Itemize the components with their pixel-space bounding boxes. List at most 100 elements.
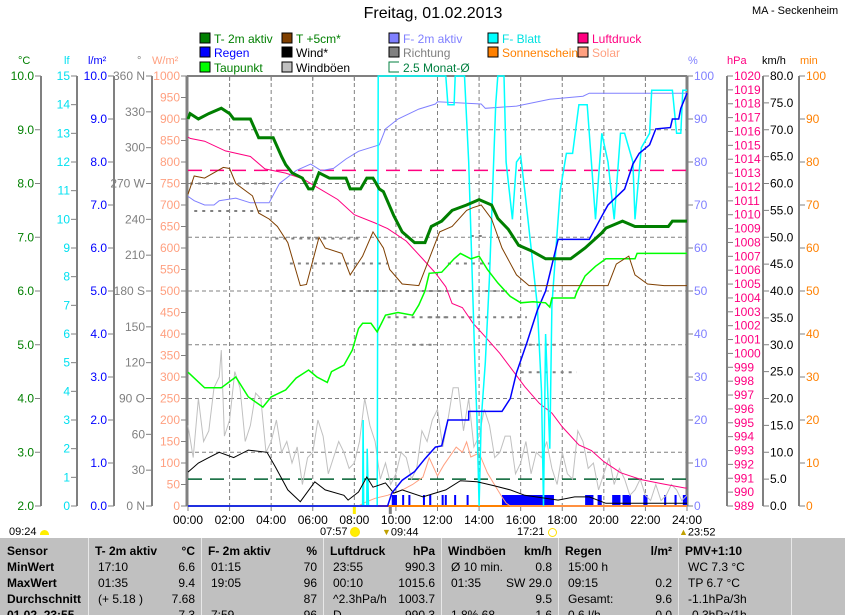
table-header: F- 2m aktiv bbox=[208, 544, 271, 558]
table-cell-value: 96 bbox=[303, 576, 317, 590]
sunrise-marker: 07:57 bbox=[320, 527, 359, 538]
legend-item-label: T +5cm* bbox=[296, 32, 341, 46]
y-tick-label: 2.0 bbox=[17, 499, 34, 513]
y-tick-label: 995 bbox=[734, 416, 754, 430]
legend-swatch bbox=[487, 32, 499, 44]
y-tick-label: 0 bbox=[694, 499, 701, 513]
y-tick-label: 600 bbox=[160, 241, 180, 255]
y-tick-label: 12 bbox=[57, 155, 71, 169]
legend-item-label: F- Blatt bbox=[502, 32, 541, 46]
y-tick-label: 4.0 bbox=[17, 392, 34, 406]
table-cell-value: 96 bbox=[303, 608, 317, 615]
y-tick-label: 700 bbox=[160, 198, 180, 212]
y-tick-label: 1004 bbox=[734, 291, 761, 305]
table-cell-detail: 17:10 bbox=[98, 560, 129, 574]
table-header-unit: km/h bbox=[523, 544, 552, 558]
series-f-blatt bbox=[188, 75, 687, 507]
y-tick-label: 11 bbox=[58, 184, 71, 198]
y-tick-label: 60 bbox=[694, 241, 708, 255]
y-tick-label: 55.0 bbox=[770, 203, 794, 217]
y-tick-label: 80 bbox=[806, 155, 820, 169]
y-tick-label: 10.0 bbox=[84, 69, 108, 83]
series-luftdruck bbox=[187, 136, 687, 489]
y-tick-label: 35.0 bbox=[770, 311, 794, 325]
y-tick-label: 150 bbox=[125, 320, 145, 334]
y-tick-label: 270 W bbox=[110, 177, 145, 191]
x-tick-label: 00:00 bbox=[173, 513, 203, 527]
rain-intensity-bar bbox=[441, 495, 444, 506]
x-tick-label: 08:00 bbox=[339, 513, 369, 527]
table-cell-value: 0.2 bbox=[655, 576, 672, 590]
legend-item-label: Sonnenschein bbox=[502, 46, 578, 60]
y-tick-label: 240 bbox=[125, 212, 145, 226]
page-title: Freitag, 01.02.2013 bbox=[363, 5, 503, 22]
y-tick-label: 7.0 bbox=[17, 230, 34, 244]
y-tick-label: 100 bbox=[160, 456, 180, 470]
y-tick-label: 250 bbox=[160, 392, 180, 406]
table-cell-detail: D... bbox=[333, 608, 352, 615]
x-tick-label: 06:00 bbox=[298, 513, 328, 527]
y-tick-label: 800 bbox=[160, 155, 180, 169]
y-tick-label: 750 bbox=[160, 177, 180, 191]
table-cell-value: 1015.6 bbox=[398, 576, 435, 590]
y-tick-label: 1001 bbox=[734, 333, 761, 347]
rain-intensity-bar bbox=[466, 495, 469, 506]
table-cell-detail: Gesamt: bbox=[568, 592, 614, 606]
y-tick-label: 9 bbox=[63, 241, 70, 255]
sunset-icon bbox=[547, 527, 557, 537]
y-tick-label: 40 bbox=[806, 327, 820, 341]
y-tick-label: 993 bbox=[734, 444, 754, 458]
table-cell-detail: WC 7.3 °C bbox=[688, 560, 745, 574]
table-cell-detail: TP 6.7 °C bbox=[688, 576, 740, 590]
x-tick-label: 12:00 bbox=[422, 513, 452, 527]
table-cell-detail: 0.6 l/h bbox=[568, 608, 601, 615]
table-header-unit: % bbox=[306, 544, 317, 558]
table-cell-detail: 7:59 ... bbox=[211, 608, 248, 615]
table-header: Sensor bbox=[7, 544, 48, 558]
y-tick-label: 2.0 bbox=[90, 413, 107, 427]
y-axis-unit-dir: ° bbox=[137, 55, 141, 67]
legend-swatch bbox=[388, 32, 400, 44]
y-tick-label: 70.0 bbox=[770, 123, 794, 137]
sunrise-time: 07:57 bbox=[320, 526, 348, 538]
y-tick-label: 300 bbox=[160, 370, 180, 384]
table-header-unit: °C bbox=[181, 544, 195, 558]
y-tick-label: 20 bbox=[806, 413, 820, 427]
y-tick-label: 997 bbox=[734, 388, 754, 402]
rain-intensity-bar bbox=[429, 495, 432, 506]
legend-item-label: Taupunkt bbox=[214, 61, 263, 75]
rain-intensity-bar bbox=[674, 495, 677, 506]
table-cell-detail: 1.8% 68 bbox=[451, 608, 496, 615]
y-axis-unit-leaf: lf bbox=[64, 55, 70, 67]
y-axis-unit-wind: km/h bbox=[762, 55, 786, 67]
table-column-divider bbox=[323, 538, 324, 615]
y-tick-label: 45.0 bbox=[770, 257, 794, 271]
legend-item-label: T- 2m aktiv bbox=[214, 32, 273, 46]
legend-swatch bbox=[199, 61, 211, 73]
y-tick-label: 0.0 bbox=[90, 499, 107, 513]
legend-item-label: Windböen bbox=[296, 61, 350, 75]
legend-item-label: Richtung bbox=[403, 46, 450, 60]
table-cell-detail: 00:10 bbox=[333, 576, 364, 590]
table-column-divider bbox=[201, 538, 202, 615]
rain-intensity-bar bbox=[391, 495, 397, 506]
y-tick-label: 500 bbox=[160, 284, 180, 298]
y-tick-label: 1017 bbox=[734, 111, 761, 125]
moon-time: 09:44 bbox=[390, 526, 419, 539]
rain-intensity-bar bbox=[422, 495, 425, 506]
table-header-unit: hPa bbox=[412, 544, 435, 558]
y-tick-label: 999 bbox=[734, 360, 754, 374]
y-tick-label: 1014 bbox=[734, 152, 761, 166]
y-tick-label: 1007 bbox=[734, 249, 761, 263]
y-tick-label: 400 bbox=[160, 327, 180, 341]
weather-chart: 2.03.04.05.06.07.08.09.010.0°C0123456789… bbox=[11, 32, 827, 527]
y-tick-label: 989 bbox=[734, 499, 754, 513]
y-tick-label: 60 bbox=[806, 241, 820, 255]
series-solar bbox=[188, 440, 687, 507]
y-tick-label: 60 bbox=[132, 427, 146, 441]
table-cell-detail: Ø 10 min. bbox=[451, 560, 504, 574]
y-tick-label: 120 bbox=[125, 356, 145, 370]
y-tick-label: 1009 bbox=[734, 222, 761, 236]
y-tick-label: 1015 bbox=[734, 138, 761, 152]
y-axis-unit-press: hPa bbox=[727, 55, 747, 67]
